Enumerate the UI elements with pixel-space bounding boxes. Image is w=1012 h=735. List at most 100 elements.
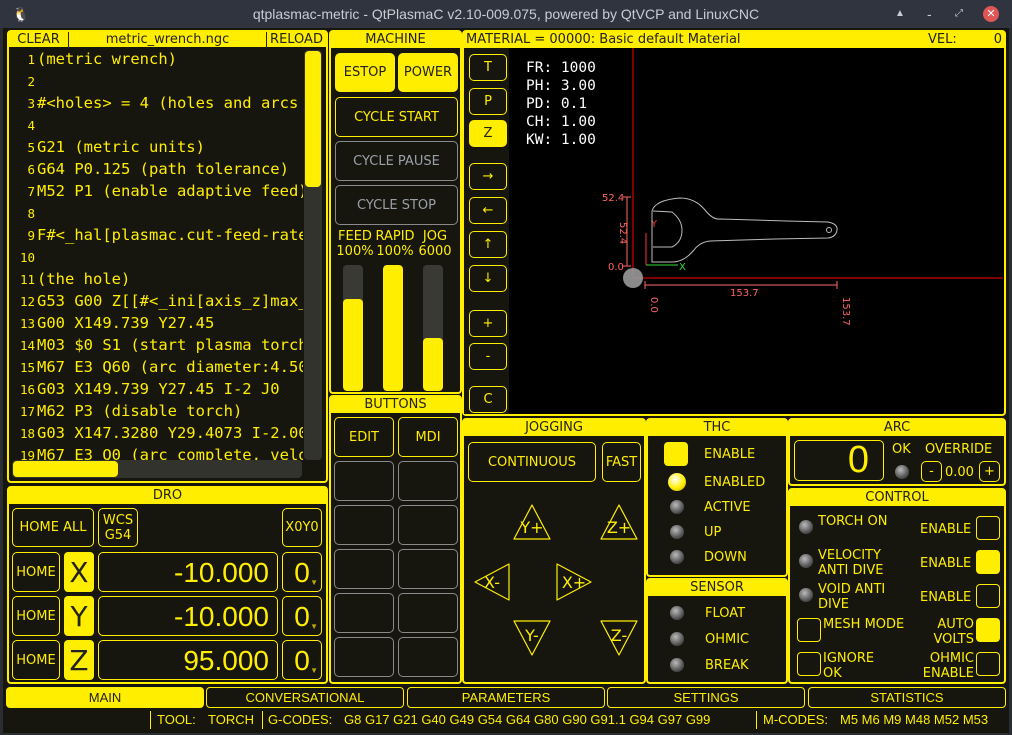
ignore-ok-checkbox[interactable] bbox=[797, 652, 821, 676]
override-minus-button[interactable]: - bbox=[921, 461, 942, 482]
mesh-mode-checkbox[interactable] bbox=[797, 618, 821, 642]
code-line[interactable]: 1 (metric wrench) bbox=[9, 48, 177, 70]
view-button-5[interactable]: ↑ bbox=[469, 231, 507, 258]
jog-yminus-button[interactable]: Y- bbox=[512, 618, 552, 658]
vertical-scrollbar[interactable] bbox=[304, 50, 322, 460]
custom-button[interactable] bbox=[334, 593, 394, 633]
custom-button[interactable] bbox=[398, 549, 458, 589]
view-button-1[interactable]: P bbox=[469, 88, 507, 115]
maximize-icon[interactable]: ⤢ bbox=[955, 8, 963, 19]
code-line[interactable]: 12 G53 G00 Z[[#<_ini[axis_z]max_l bbox=[9, 290, 303, 312]
home-z-button[interactable]: HOME bbox=[12, 640, 60, 680]
home-all-button[interactable]: HOME ALL bbox=[12, 508, 94, 547]
code-line[interactable]: 8 bbox=[9, 202, 37, 224]
home-x-button[interactable]: HOME bbox=[12, 552, 60, 592]
cycle-start-button[interactable]: CYCLE START bbox=[335, 97, 458, 137]
material-info: FR: 1000 PH: 3.00 PD: 0.1 CH: 1.00 KW: 1.00 bbox=[526, 59, 596, 149]
view-button-6[interactable]: ↓ bbox=[469, 265, 507, 292]
line-text: #<holes> = 4 (holes and arcs w bbox=[37, 94, 303, 112]
custom-button[interactable] bbox=[334, 461, 394, 501]
control-enable-checkbox[interactable] bbox=[976, 516, 1000, 540]
view-button-7[interactable]: + bbox=[469, 310, 507, 337]
code-line[interactable]: 13 G00 X149.739 Y27.45 bbox=[9, 312, 214, 334]
feed-slider[interactable] bbox=[343, 265, 363, 391]
jog-zminus-button[interactable]: Z- bbox=[599, 618, 639, 658]
zero-x-button[interactable]: 0 ▼ bbox=[282, 552, 322, 592]
wcs-button[interactable]: WCS G54 bbox=[98, 508, 138, 547]
custom-button[interactable] bbox=[398, 461, 458, 501]
minimize-icon[interactable]: - bbox=[927, 6, 932, 22]
code-line[interactable]: 15 M67 E3 Q60 (arc diameter:4.500 bbox=[9, 356, 303, 378]
view-button-0[interactable]: T bbox=[469, 54, 507, 81]
code-line[interactable]: 7 M52 P1 (enable adaptive feed) bbox=[9, 180, 303, 202]
zero-z-button[interactable]: 0 ▼ bbox=[282, 640, 322, 680]
power-button[interactable]: POWER bbox=[398, 53, 458, 92]
horizontal-scrollbar[interactable] bbox=[12, 460, 302, 478]
code-line[interactable]: 14 M03 $0 S1 (start plasma torch) bbox=[9, 334, 303, 356]
code-line[interactable]: 9 F#<_hal[plasmac.cut-feed-rate] bbox=[9, 224, 303, 246]
jog-mode-button[interactable]: CONTINUOUS bbox=[468, 442, 596, 482]
clear-button[interactable]: CLEAR bbox=[9, 32, 69, 48]
view-button-2[interactable]: Z bbox=[469, 120, 507, 147]
control-enable-checkbox[interactable] bbox=[976, 584, 1000, 608]
view-button-9[interactable]: C bbox=[469, 386, 507, 413]
arc-ok-led bbox=[895, 465, 909, 479]
code-line[interactable]: 3 #<holes> = 4 (holes and arcs w bbox=[9, 92, 303, 114]
keep-above-icon[interactable]: ▲ bbox=[895, 8, 905, 19]
jog-xplus-button[interactable]: X+ bbox=[554, 562, 594, 602]
custom-button[interactable] bbox=[334, 637, 394, 677]
x0y0-button[interactable]: X0Y0 bbox=[282, 508, 322, 547]
scrollbar-thumb[interactable] bbox=[305, 51, 321, 187]
cycle-stop-button[interactable]: CYCLE STOP bbox=[335, 185, 458, 225]
jog-yplus-button[interactable]: Y+ bbox=[512, 502, 552, 542]
jog-xminus-button[interactable]: X- bbox=[472, 562, 512, 602]
view-button-4[interactable]: ← bbox=[469, 197, 507, 224]
code-line[interactable]: 19 M67 E3 Q0 (arc complete, veloc bbox=[9, 444, 303, 460]
code-line[interactable]: 10 bbox=[9, 246, 37, 268]
code-line[interactable]: 4 bbox=[9, 114, 37, 136]
custom-button[interactable] bbox=[398, 593, 458, 633]
close-icon[interactable]: ✕ bbox=[983, 6, 999, 22]
custom-button[interactable] bbox=[398, 637, 458, 677]
tab-conversational[interactable]: CONVERSATIONAL bbox=[206, 687, 404, 708]
control-enable-checkbox[interactable] bbox=[976, 550, 1000, 574]
code-area[interactable]: 1 (metric wrench) 2 3 #<holes> = 4 (holes an… bbox=[9, 48, 303, 460]
view-button-3[interactable]: → bbox=[469, 163, 507, 190]
home-y-button[interactable]: HOME bbox=[12, 596, 60, 636]
estop-button[interactable]: ESTOP bbox=[335, 53, 395, 92]
tab-settings[interactable]: SETTINGS bbox=[607, 687, 805, 708]
jog-arrow-icon bbox=[513, 620, 551, 656]
code-line[interactable]: 2 bbox=[9, 70, 37, 92]
auto-volts-checkbox[interactable] bbox=[976, 618, 1000, 642]
jog-zplus-button[interactable]: Z+ bbox=[599, 502, 639, 542]
velocity-value: 0 bbox=[993, 32, 1002, 47]
rapid-slider[interactable] bbox=[383, 265, 403, 391]
jog-slider[interactable] bbox=[423, 265, 443, 391]
mdi-button[interactable]: MDI bbox=[398, 417, 458, 457]
code-line[interactable]: 11 (the hole) bbox=[9, 268, 130, 290]
tab-statistics[interactable]: STATISTICS bbox=[808, 687, 1006, 708]
thc-enable-checkbox[interactable] bbox=[664, 442, 688, 466]
code-line[interactable]: 17 M62 P3 (disable torch) bbox=[9, 400, 242, 422]
gcode-preview-canvas[interactable]: 52.4 0.0 52.4 153.7 0.0 153.7 X Y bbox=[464, 32, 1004, 414]
control-status-led bbox=[799, 588, 813, 602]
code-line[interactable]: 5 G21 (metric units) bbox=[9, 136, 205, 158]
override-plus-button[interactable]: + bbox=[979, 461, 1000, 482]
ohmic-enable-checkbox[interactable] bbox=[976, 652, 1000, 676]
custom-button[interactable] bbox=[398, 505, 458, 545]
cycle-pause-button[interactable]: CYCLE PAUSE bbox=[335, 141, 458, 181]
zero-y-button[interactable]: 0 ▼ bbox=[282, 596, 322, 636]
scrollbar-thumb[interactable] bbox=[13, 461, 118, 477]
custom-button[interactable] bbox=[334, 505, 394, 545]
code-line[interactable]: 18 G03 X147.3280 Y29.4073 I-2.0000 bbox=[9, 422, 303, 444]
x-length-label: 153.7 bbox=[730, 288, 759, 299]
tab-main[interactable]: MAIN bbox=[6, 687, 204, 708]
code-line[interactable]: 6 G64 P0.125 (path tolerance) bbox=[9, 158, 289, 180]
code-line[interactable]: 16 G03 X149.739 Y27.45 I-2 J0 bbox=[9, 378, 280, 400]
reload-button[interactable]: RELOAD bbox=[266, 32, 326, 48]
jog-speed-button[interactable]: FAST bbox=[602, 442, 641, 482]
edit-button[interactable]: EDIT bbox=[334, 417, 394, 457]
tab-parameters[interactable]: PARAMETERS bbox=[407, 687, 605, 708]
custom-button[interactable] bbox=[334, 549, 394, 589]
view-button-8[interactable]: - bbox=[469, 343, 507, 370]
